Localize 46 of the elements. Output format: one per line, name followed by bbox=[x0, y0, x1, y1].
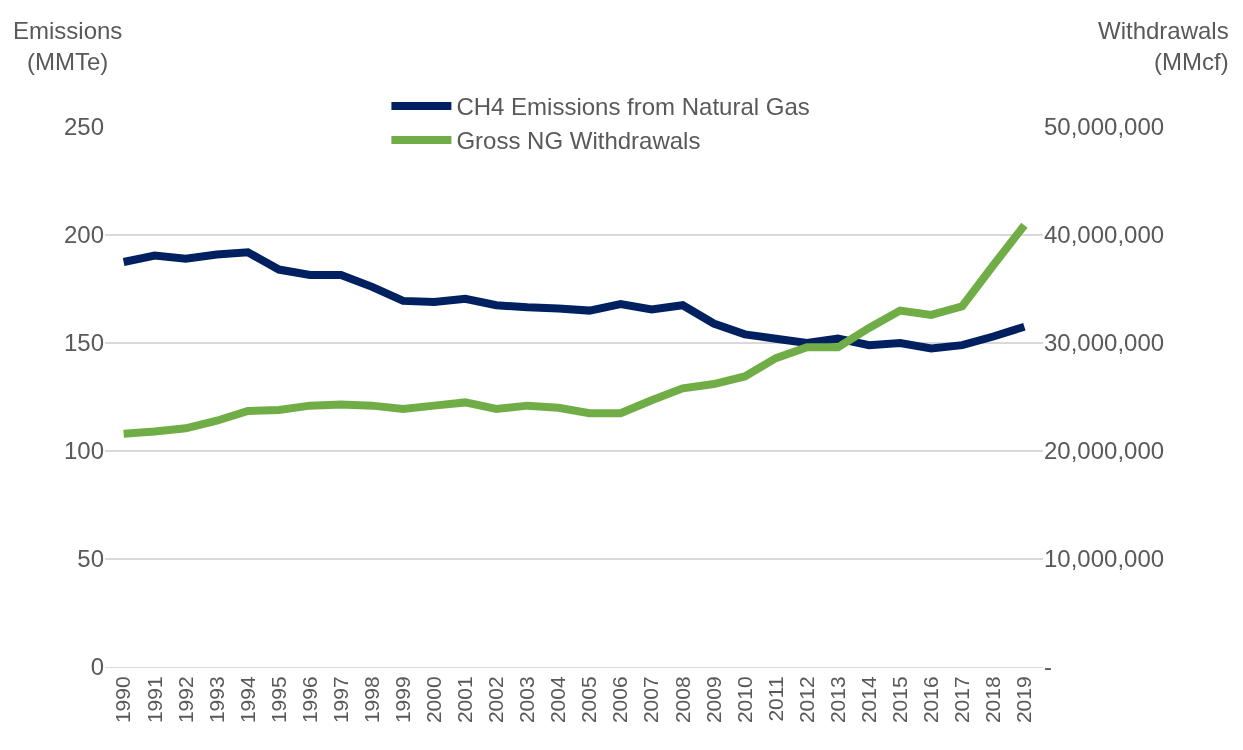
x-tick-label: 2018 bbox=[981, 676, 1005, 724]
x-tick-label: 2011 bbox=[763, 676, 787, 722]
legend-label: CH4 Emissions from Natural Gas bbox=[456, 93, 810, 121]
y2-axis-title: Withdrawals (MMcf) bbox=[1098, 17, 1229, 76]
x-tick-label: 2019 bbox=[1012, 676, 1036, 724]
y-tick-label: 50 bbox=[77, 545, 104, 573]
x-tick-label: 2003 bbox=[515, 676, 539, 724]
x-tick-label: 1998 bbox=[359, 676, 383, 724]
x-tick-label: 2006 bbox=[608, 676, 632, 724]
x-tick-label: 2008 bbox=[670, 676, 694, 724]
x-tick-label: 2002 bbox=[484, 676, 508, 724]
x-tick-label: 1996 bbox=[297, 676, 321, 724]
x-tick-label: 2000 bbox=[422, 676, 446, 724]
x-tick-label: 1993 bbox=[204, 676, 228, 724]
y2-tick-label: 50,000,000 bbox=[1044, 113, 1165, 141]
x-tick-label: 1994 bbox=[235, 676, 259, 724]
y2-tick-label: 30,000,000 bbox=[1044, 329, 1165, 357]
y2-tick-label: - bbox=[1044, 653, 1052, 681]
y-tick-label: 250 bbox=[63, 113, 104, 141]
x-tick-label: 2017 bbox=[950, 676, 974, 724]
y-axis-title: Emissions (MMTe) bbox=[13, 17, 123, 76]
x-tick-label: 1991 bbox=[142, 676, 166, 724]
x-tick-label: 2012 bbox=[794, 676, 818, 724]
y-tick-label: 0 bbox=[90, 653, 104, 681]
x-tick-label: 2005 bbox=[577, 676, 601, 724]
y2-tick-label: 40,000,000 bbox=[1044, 221, 1165, 249]
y2-tick-label: 10,000,000 bbox=[1044, 545, 1165, 573]
x-tick-label: 1990 bbox=[111, 676, 135, 724]
y-tick-label: 150 bbox=[63, 329, 104, 357]
y-tick-label: 100 bbox=[63, 437, 104, 465]
x-tick-label: 2009 bbox=[701, 676, 725, 724]
x-tick-label: 2015 bbox=[887, 676, 911, 724]
y-tick-label: 200 bbox=[63, 221, 104, 249]
x-tick-label: 2016 bbox=[919, 676, 943, 724]
legend-label: Gross NG Withdrawals bbox=[456, 127, 701, 155]
x-tick-label: 2007 bbox=[639, 676, 663, 724]
x-tick-label: 2004 bbox=[546, 676, 570, 724]
x-tick-label: 2001 bbox=[453, 676, 477, 724]
x-tick-label: 2010 bbox=[732, 676, 756, 724]
x-tick-label: 1999 bbox=[391, 676, 414, 724]
x-tick-label: 1992 bbox=[173, 676, 197, 724]
x-tick-label: 1995 bbox=[266, 676, 290, 724]
x-tick-label: 2014 bbox=[856, 676, 880, 724]
x-tick-label: 2013 bbox=[825, 676, 849, 724]
x-tick-label: 1997 bbox=[328, 676, 352, 724]
y2-tick-label: 20,000,000 bbox=[1044, 437, 1165, 465]
